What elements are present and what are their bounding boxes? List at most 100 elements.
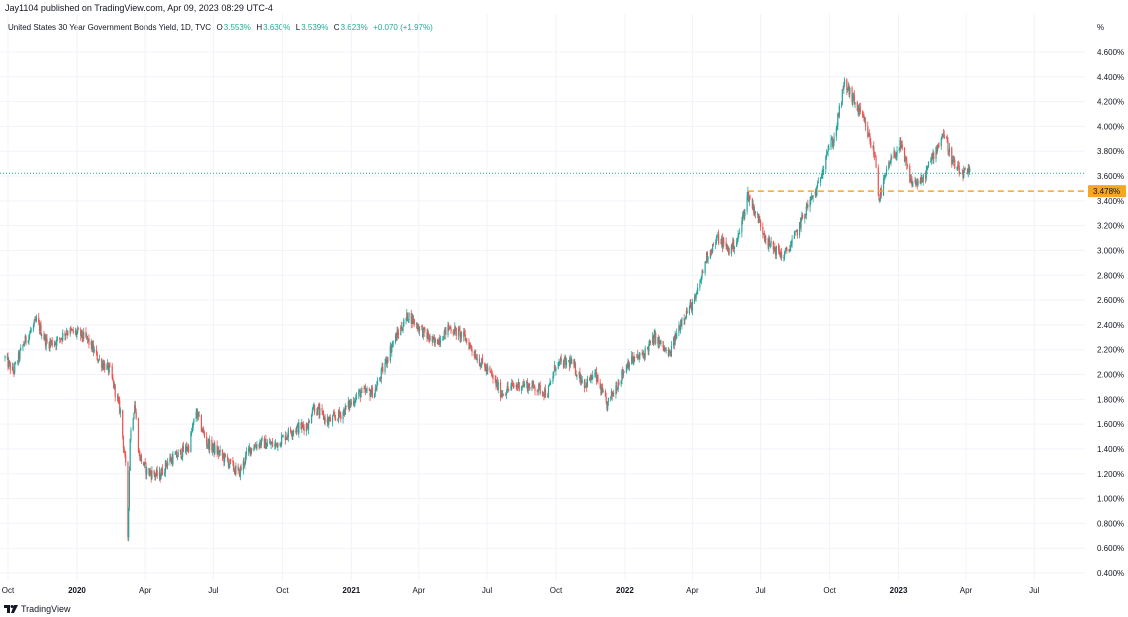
candle-body <box>159 471 161 480</box>
candle-body <box>643 353 646 358</box>
candle-body <box>801 214 804 219</box>
candle-body <box>925 169 927 179</box>
candle-body <box>807 204 809 208</box>
candle-body <box>169 457 171 462</box>
candle-body <box>487 367 489 372</box>
candle-body <box>139 452 141 460</box>
candle-body <box>253 448 255 451</box>
candle-body <box>752 204 754 209</box>
candle-body <box>80 329 82 337</box>
candle-body <box>447 324 449 335</box>
candle-body <box>652 336 655 344</box>
candle-body <box>471 349 473 352</box>
candle-body <box>243 460 245 465</box>
candle-body <box>915 180 917 185</box>
candle-body <box>757 213 759 224</box>
candle-body <box>337 418 339 421</box>
x-tick-label: Apr <box>686 586 699 595</box>
candle-body <box>864 120 867 127</box>
y-tick-label: 4.200% <box>1097 98 1124 107</box>
candle-body <box>379 378 382 379</box>
candle-body <box>237 466 239 470</box>
candle-body <box>521 386 523 388</box>
x-tick-label: Oct <box>823 586 836 595</box>
candle-body <box>526 381 529 391</box>
candle-body <box>816 183 819 187</box>
candle-body <box>669 352 671 353</box>
candle-body <box>182 446 184 457</box>
candle-body <box>223 455 225 462</box>
candle-body <box>276 443 278 448</box>
candle-body <box>617 382 619 390</box>
candle-body <box>129 439 131 471</box>
candle-body <box>228 464 230 467</box>
candle-body <box>816 186 818 196</box>
open-value: 3.553% <box>223 23 251 32</box>
candle-body <box>316 412 318 415</box>
candle-body <box>537 390 539 392</box>
candle-body <box>353 402 355 405</box>
candle-body <box>592 375 594 379</box>
candle-body <box>922 174 924 182</box>
candle-body <box>942 133 945 136</box>
candle-body <box>825 154 828 157</box>
candle-body <box>254 445 256 449</box>
candle-body <box>547 396 549 398</box>
candle-body <box>870 142 872 148</box>
candle-body <box>622 371 625 376</box>
candle-body <box>854 101 856 104</box>
candle-body <box>494 378 496 380</box>
x-tick-label: Jul <box>208 586 218 595</box>
candle-body <box>526 381 528 384</box>
candle-body <box>727 247 729 252</box>
candle-body <box>763 233 765 235</box>
y-tick-label: 2.800% <box>1097 271 1124 280</box>
candle-body <box>726 245 728 247</box>
candle-body <box>662 340 664 348</box>
candle-body <box>780 252 783 259</box>
candle-body <box>706 252 708 260</box>
candle-body <box>259 441 261 447</box>
candle-body <box>513 386 515 387</box>
candle-body <box>473 351 475 357</box>
candle-body <box>445 327 447 335</box>
candle-body <box>401 329 403 331</box>
candle-body <box>722 240 724 249</box>
candle-body <box>916 182 918 185</box>
candle-body <box>307 421 310 430</box>
candle-body <box>848 86 850 95</box>
candle-body <box>716 236 718 238</box>
candle-body <box>396 331 398 341</box>
candle-body <box>631 355 633 364</box>
candle-body <box>364 388 367 393</box>
candle-body <box>958 166 960 174</box>
candle-body <box>809 199 811 208</box>
candle-body <box>638 356 640 359</box>
candle-body <box>459 330 461 339</box>
candle-body <box>93 349 95 353</box>
candle-body <box>712 244 714 253</box>
candle-body <box>334 417 337 419</box>
candle-body <box>177 451 179 458</box>
candle-body <box>811 196 813 198</box>
candle-body <box>6 356 8 358</box>
candle-body <box>664 347 667 351</box>
candle-body <box>544 388 546 397</box>
candle-body <box>938 145 940 147</box>
candle-body <box>759 218 761 221</box>
candle-body <box>50 341 52 343</box>
candle-body <box>248 448 250 452</box>
candle-body <box>282 435 284 437</box>
candle-body <box>909 178 912 182</box>
candle-body <box>643 353 645 356</box>
candle-body <box>717 233 719 237</box>
candle-body <box>424 327 426 333</box>
candle-body <box>789 249 791 252</box>
candle-body <box>384 363 386 373</box>
candle-body <box>654 333 656 335</box>
candle-body <box>518 382 520 391</box>
candle-body <box>591 378 593 380</box>
candle-body <box>140 455 142 460</box>
candle-body <box>846 89 849 91</box>
